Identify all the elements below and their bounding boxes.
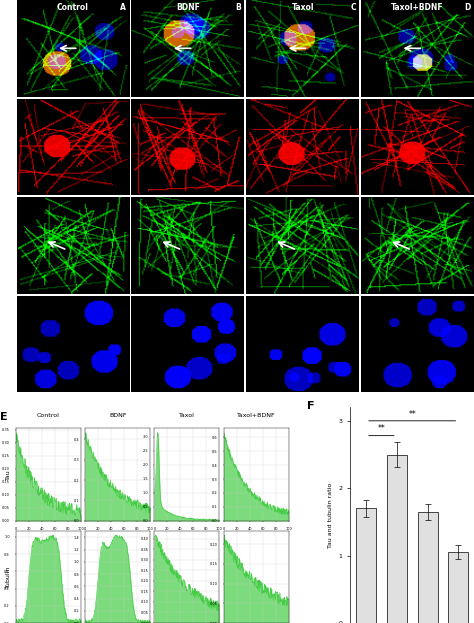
Text: Taxol+BDNF: Taxol+BDNF bbox=[237, 412, 275, 417]
Text: C: C bbox=[350, 3, 356, 12]
Text: Control: Control bbox=[37, 412, 60, 417]
Text: A: A bbox=[120, 3, 126, 12]
Bar bbox=[356, 508, 376, 623]
Bar bbox=[418, 511, 438, 623]
Text: E: E bbox=[0, 412, 8, 422]
Text: Hoechst3342: Hoechst3342 bbox=[3, 316, 12, 372]
Text: Merge: Merge bbox=[3, 34, 12, 62]
Text: **: ** bbox=[408, 410, 416, 419]
Text: Taxol+BDNF: Taxol+BDNF bbox=[391, 3, 444, 12]
Bar bbox=[448, 552, 468, 623]
Text: Control: Control bbox=[57, 3, 89, 12]
Bar bbox=[387, 455, 407, 623]
Text: Tubulin: Tubulin bbox=[6, 566, 10, 588]
Text: Taxol: Taxol bbox=[179, 412, 195, 417]
Text: B: B bbox=[235, 3, 241, 12]
Y-axis label: Tau and tubulin ratio: Tau and tubulin ratio bbox=[328, 483, 333, 548]
Text: F: F bbox=[307, 401, 315, 411]
Text: Taxol: Taxol bbox=[292, 3, 314, 12]
Text: Tau: Tau bbox=[3, 140, 12, 155]
Text: D: D bbox=[464, 3, 471, 12]
Text: Tau: Tau bbox=[6, 469, 10, 480]
Text: **: ** bbox=[377, 424, 385, 433]
Text: BDNF: BDNF bbox=[109, 412, 127, 417]
Text: BDNF: BDNF bbox=[176, 3, 200, 12]
Text: Tubulin: Tubulin bbox=[3, 229, 12, 261]
